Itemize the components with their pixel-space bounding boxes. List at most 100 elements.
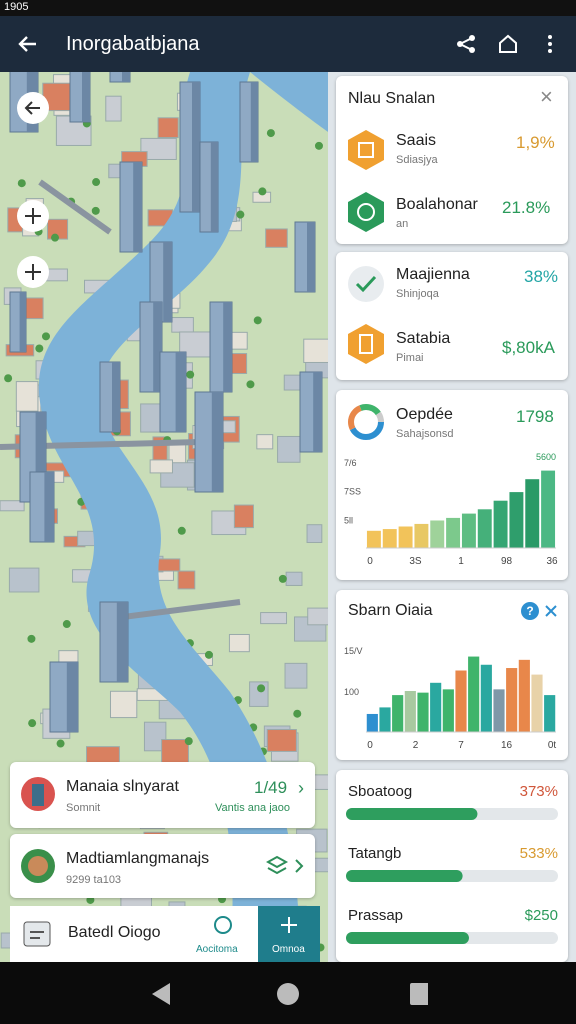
block (306, 524, 323, 543)
x-axis-label: 0 (367, 740, 373, 751)
bar (461, 513, 476, 548)
block (140, 137, 177, 160)
tree (293, 709, 302, 718)
y-axis-label: 15/V (344, 646, 363, 656)
place-card[interactable]: Madtiamlangmanajs 9299 ta103 (10, 834, 315, 898)
home-button[interactable] (496, 32, 520, 56)
x-axis-label: 0t (548, 740, 557, 751)
item-name: Satabia (396, 330, 451, 347)
block (265, 228, 288, 248)
place-icon (21, 777, 55, 811)
city-map[interactable] (0, 72, 328, 962)
nav-back[interactable] (152, 983, 170, 1005)
progress-list: Sboatoog 373% Tatangb 533% Prassap $250 (346, 783, 558, 944)
tree (236, 210, 245, 219)
block (307, 607, 328, 626)
tower-side (175, 352, 186, 432)
card-title: Oepdée (396, 406, 453, 423)
tower-side (66, 662, 78, 732)
info-close[interactable]: ? (520, 600, 564, 622)
tower-side (112, 362, 120, 432)
share-button[interactable] (454, 32, 478, 56)
tower-side (116, 602, 128, 682)
x-axis-label: 98 (501, 556, 513, 567)
bar (442, 689, 454, 732)
block (228, 633, 250, 653)
tower-side (44, 472, 54, 542)
menu-button[interactable] (540, 32, 560, 56)
bar (366, 713, 378, 732)
stats-card: Maajienna Shinjoqa 38% Satabia Pimai $,8… (336, 252, 568, 380)
svg-text:?: ? (526, 604, 533, 618)
item-name: Maajienna (396, 266, 470, 283)
tower-side (133, 162, 142, 252)
block (266, 729, 297, 752)
row-title: Batedl Oiogo (68, 924, 161, 941)
place-card[interactable]: Manaia slnyarat Somnit 1/49 Vantis ana j… (10, 762, 315, 828)
tree (27, 634, 36, 643)
tower-side (223, 302, 232, 392)
tree (253, 316, 262, 325)
item-value: 38% (524, 267, 559, 286)
item-value: 373% (520, 783, 558, 800)
block (105, 95, 122, 122)
x-axis-label: 0 (367, 556, 373, 567)
icon (25, 208, 41, 224)
tower-side (122, 72, 130, 82)
y-axis-label: 100 (344, 687, 359, 697)
bar (493, 500, 508, 548)
water (250, 72, 328, 132)
nav-recent[interactable] (410, 983, 428, 1005)
nav-bar (0, 962, 576, 1024)
card-title: Manaia slnyarat (66, 778, 179, 795)
bar (455, 670, 467, 732)
tower-side (153, 302, 162, 392)
bar (506, 668, 518, 732)
item-name: Saais (396, 132, 437, 149)
bar (480, 664, 492, 732)
back-button[interactable] (16, 32, 40, 56)
icon (24, 101, 40, 115)
bar (518, 659, 530, 732)
bar (398, 526, 413, 548)
tower-side (313, 372, 322, 452)
x-axis-label: 36 (546, 556, 558, 567)
bar-chart: 15/V 100 0 2 7 16 0t (344, 646, 557, 751)
chart-card: Sbarn Oiaia ? 15/V 100 0 2 7 16 0t (336, 590, 568, 760)
tree (28, 719, 37, 728)
item-sub: Pimai (396, 352, 424, 364)
bar (430, 520, 445, 548)
bar (379, 707, 391, 732)
block (260, 612, 288, 625)
progress-fill (346, 932, 469, 944)
tower-side (210, 142, 218, 232)
tree (204, 650, 213, 659)
tower-side (35, 412, 46, 502)
bar (477, 509, 492, 548)
tree (4, 374, 13, 383)
tree (51, 233, 60, 242)
item-name: Sboatoog (348, 783, 412, 800)
tower-side (19, 292, 26, 352)
block (177, 570, 196, 590)
x-axis-label: 16 (501, 740, 513, 751)
item-value: $250 (525, 907, 558, 924)
progress-fill (346, 808, 478, 820)
donut-icon (348, 404, 384, 440)
bar (509, 492, 524, 548)
nav-home[interactable] (277, 983, 299, 1005)
item-sub: Shinjoqa (396, 288, 439, 300)
block (284, 662, 308, 689)
tree (278, 574, 287, 583)
tab[interactable]: Omnoa (258, 906, 320, 962)
block (0, 500, 25, 512)
bottom-row: Batedl Oiogo Aocitoma Omnoa (10, 906, 320, 962)
tab[interactable]: Aocitoma (190, 906, 256, 962)
tower-side (192, 82, 200, 212)
card-title: Madtiamlangmanajs (66, 850, 210, 867)
close-button[interactable]: × (540, 84, 553, 109)
tower-side (82, 72, 90, 122)
hex-icon (348, 192, 384, 232)
stats-card: Nlau Snalan × Saais Sdiasjya 1,9% Boalah… (336, 76, 568, 244)
